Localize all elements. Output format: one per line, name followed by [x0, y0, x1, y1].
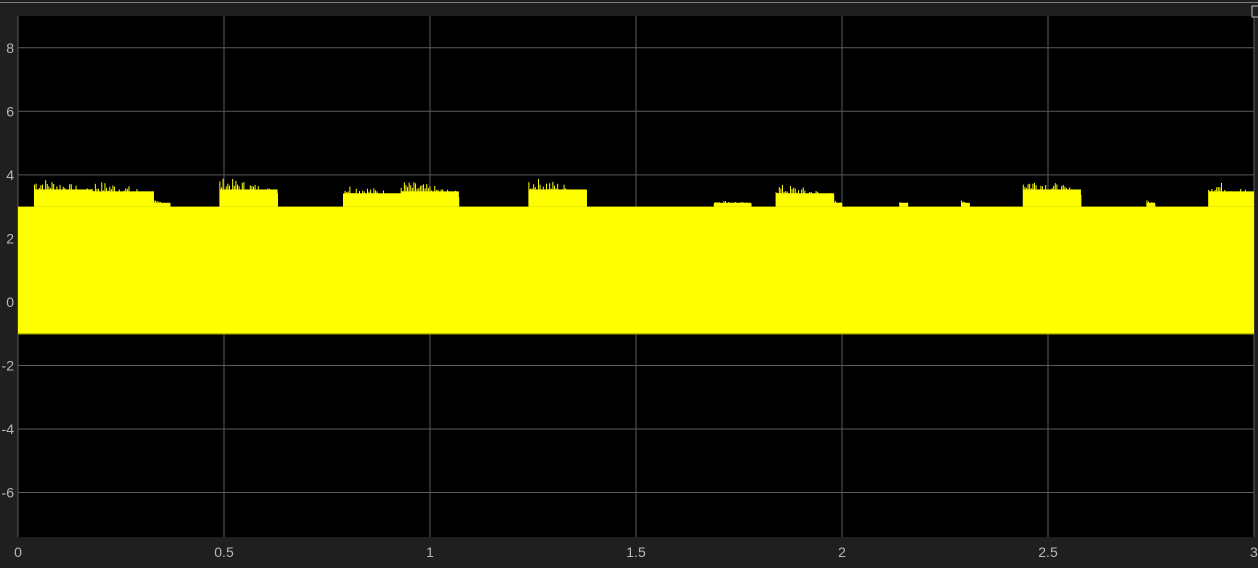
signal-burst: [960, 200, 970, 207]
signal-burst: [1146, 200, 1156, 207]
signal-burst: [153, 200, 171, 207]
signal-trace: [18, 178, 1254, 335]
signal-burst: [833, 200, 843, 207]
y-tick-label: -4: [2, 421, 15, 437]
x-tick-label: 2: [838, 544, 846, 560]
signal-burst: [1208, 183, 1254, 207]
signal-burst: [219, 178, 278, 207]
y-tick-label: 4: [6, 167, 14, 183]
y-axis-ticks: -6 -4 -2 0 2 4 6 8: [2, 40, 15, 501]
signal-burst: [342, 186, 402, 207]
x-axis-ticks: 0 0.5 1 1.5 2 2.5 3: [14, 544, 1258, 560]
y-tick-label: 2: [6, 230, 14, 246]
signal-burst: [91, 182, 154, 207]
x-tick-label: 3: [1250, 544, 1258, 560]
x-tick-label: 1: [426, 544, 434, 560]
signal-burst: [775, 184, 835, 207]
signal-burst: [899, 202, 909, 207]
y-tick-label: -2: [2, 357, 15, 373]
x-tick-label: 2.5: [1038, 544, 1058, 560]
square-icon[interactable]: [1251, 5, 1258, 18]
y-tick-label: 8: [6, 40, 14, 56]
signal-burst: [1022, 182, 1082, 207]
signal-burst: [33, 180, 93, 207]
y-tick-label: 6: [6, 103, 14, 119]
signal-burst: [713, 200, 752, 207]
y-tick-label: -6: [2, 485, 15, 501]
signal-burst: [400, 182, 460, 207]
x-tick-label: 1.5: [626, 544, 646, 560]
signal-burst: [528, 179, 587, 207]
signal-band: [18, 206, 1254, 334]
x-tick-label: 0: [14, 544, 22, 560]
x-tick-label: 0.5: [214, 544, 234, 560]
y-tick-label: 0: [6, 294, 14, 310]
